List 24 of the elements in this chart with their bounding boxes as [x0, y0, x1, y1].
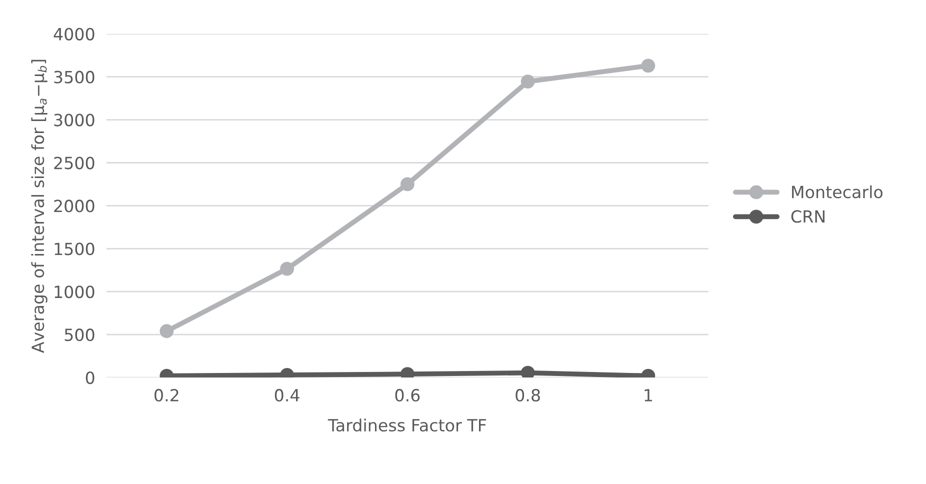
- y-tick-label: 2500: [54, 156, 94, 170]
- y-axis-title: Average of interval size for [μ$_{a}$−μ$_{b}$]: [31, 60, 48, 353]
- y-tick-label: 1000: [54, 286, 94, 298]
- y-tick-label: 4000: [54, 28, 94, 40]
- y-tick-label: 2000: [54, 200, 94, 212]
- y-tick-label: 1500: [54, 242, 94, 256]
- x-axis-title: Tardiness Factor TF: [328, 418, 486, 432]
- x-tick-label: 1: [644, 389, 652, 402]
- point: [641, 58, 656, 73]
- legend-label: Montecarlo: [792, 185, 883, 198]
- y-tick-label: 500: [64, 328, 94, 342]
- x-tick-label: 0.8: [516, 388, 540, 402]
- y-tick-label: 0: [86, 371, 94, 384]
- y-tick-label: 3500: [54, 70, 94, 84]
- legend-label: CRN: [791, 210, 824, 223]
- y-tick-label: 3000: [54, 114, 94, 126]
- point: [520, 74, 535, 89]
- x-tick-label: 0.2: [154, 388, 178, 402]
- x-tick-label: 0.4: [274, 388, 300, 402]
- x-tick-label: 0.6: [395, 388, 420, 402]
- point: [160, 324, 174, 338]
- point: [280, 262, 294, 276]
- point: [400, 177, 414, 192]
- point: [520, 366, 535, 378]
